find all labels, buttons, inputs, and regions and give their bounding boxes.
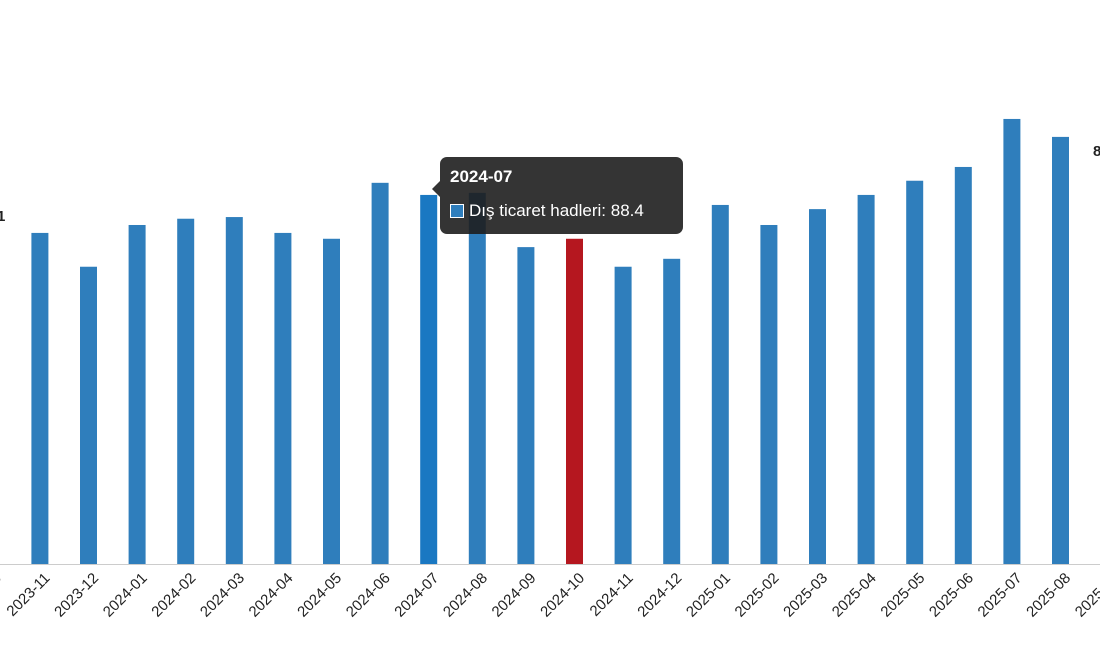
x-tick-label: 2025-05 [877,570,928,621]
bar [711,204,729,564]
tooltip-swatch [450,204,464,218]
bar [323,238,340,564]
x-tick-label: 2023-10 [0,570,5,621]
bar [468,192,486,564]
x-tick-label: 2025-08 [1023,570,1074,621]
bar [566,238,583,564]
x-tick-label: 2024-05 [294,570,345,621]
x-tick-label: 2025-04 [829,570,880,621]
bar [80,266,97,564]
x-tick-label: 2025-07 [975,570,1026,621]
x-tick-label: 2025-06 [926,570,977,621]
bar [906,180,924,565]
x-tick-label: 2024-03 [197,570,248,621]
bar [128,224,146,565]
bar [663,258,681,564]
x-tick-label: 2024-11 [587,570,637,620]
bar [274,232,292,565]
x-tick-label: 2024-12 [634,570,685,621]
bar [1003,118,1021,564]
bar [517,247,535,564]
bar [954,166,972,564]
x-tick-label: 2025-01 [683,570,734,621]
x-tick-label: 2023-12 [51,570,102,621]
x-tick-label: 2024-02 [148,570,199,621]
bar [760,224,778,565]
x-tick-label: 2024-09 [489,570,540,621]
x-tick-label: 2024-06 [343,570,394,621]
x-tick-label: 2025-02 [732,570,783,621]
x-tick-label: 2024-01 [100,570,151,621]
bar [177,218,195,565]
value-label: 1 [0,208,5,225]
x-tick-label: 2024-08 [440,570,491,621]
bar [614,266,632,564]
tooltip-title: 2024-07 [450,167,513,186]
x-tick-label: 2025-03 [780,570,831,621]
bar [225,217,243,564]
bar [420,194,438,564]
bar [857,194,875,564]
tooltip: 2024-07 Dış ticaret hadleri 88.4 [432,157,683,234]
x-tick-label: 2024-07 [391,570,442,621]
bar [1052,136,1069,564]
bar [371,182,389,564]
value-label: 8 [1093,143,1100,160]
bar [809,209,826,564]
x-tick-label: 2024-10 [537,570,588,621]
tooltip-label: Dış ticaret hadleri [469,201,611,221]
tooltip-value: 88.4 [610,201,644,220]
x-tick-label: 2023-11 [3,570,53,620]
x-tick-label: 2024-04 [246,570,297,621]
x-tick-label: 2025-09 [1072,570,1100,621]
tooltip-row: Dış ticaret hadleri 88.4 [450,201,673,221]
bar [31,232,49,565]
